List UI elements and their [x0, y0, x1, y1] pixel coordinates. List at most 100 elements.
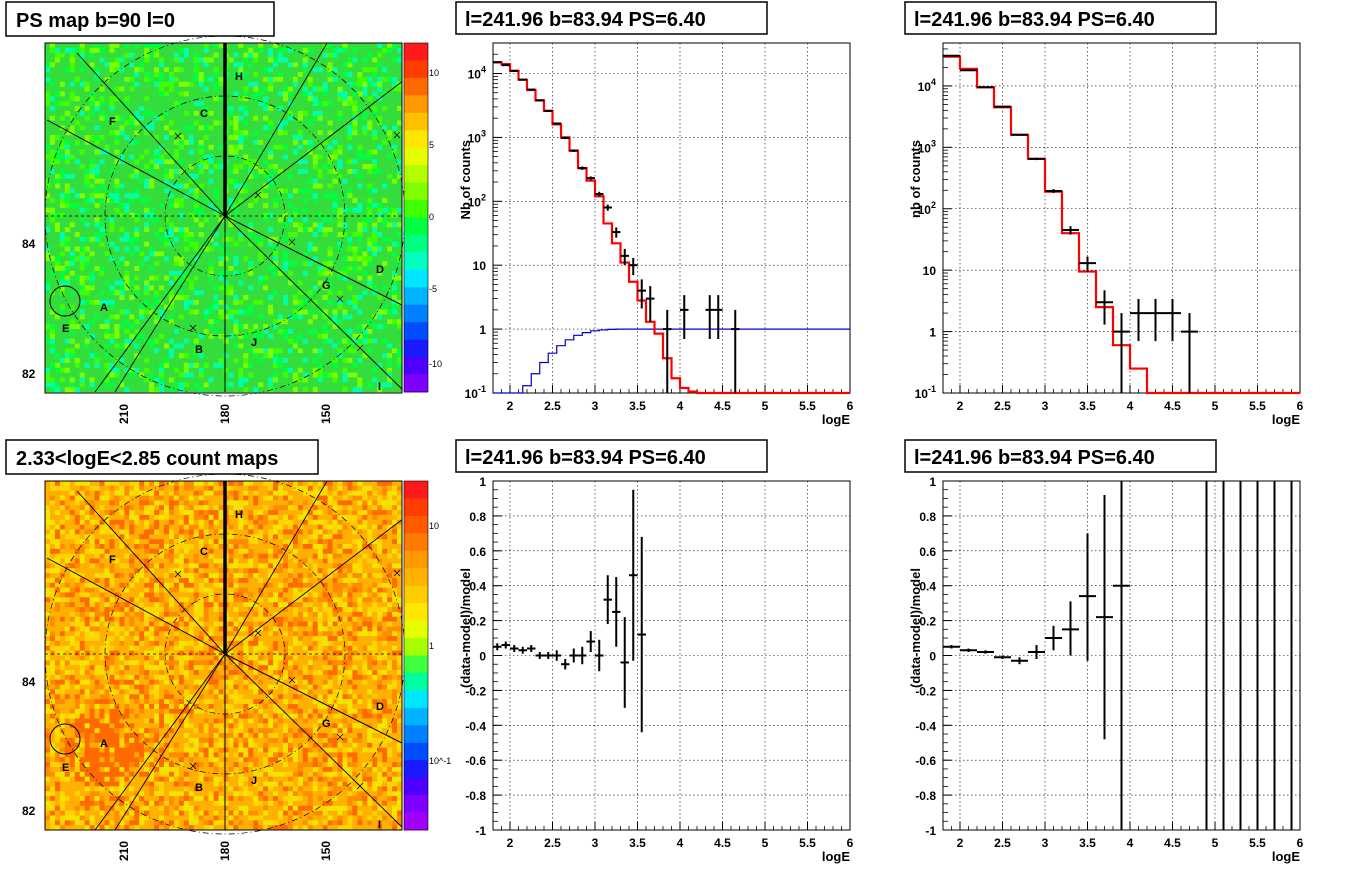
- ps-map-heat-cell: [248, 382, 254, 388]
- ps-map-heat-cell: [134, 193, 140, 199]
- ps-map-heat-cell: [312, 232, 319, 238]
- ps-map-heat-cell: [337, 319, 343, 325]
- ps-map-heat-cell: [79, 183, 85, 189]
- ps-map-heat-cell: [253, 202, 259, 209]
- ps-map-heat-cell: [203, 261, 209, 267]
- ps-map-heat-cell: [352, 324, 358, 330]
- ps-map-heat-cell: [178, 256, 185, 262]
- ps-map-heat-cell: [258, 222, 264, 228]
- ps-map-heat-cell: [332, 125, 338, 131]
- ps-map-heat-cell: [377, 193, 383, 199]
- ps-map-heat-cell: [183, 183, 190, 189]
- ps-map-heat-cell: [124, 125, 130, 131]
- ps-map-heat-cell: [263, 81, 269, 87]
- ps-map-heat-cell: [164, 178, 170, 184]
- ps-map-heat-cell: [362, 202, 368, 209]
- ps-map-heat-cell: [183, 139, 190, 146]
- ps-map-heat-cell: [178, 96, 185, 102]
- ps-map-heat-cell: [54, 101, 61, 107]
- ps-map-heat-cell: [173, 207, 180, 213]
- ps-map-heat-cell: [317, 280, 323, 286]
- ps-map-heat-cell: [258, 212, 264, 218]
- ps-map-heat-cell: [69, 387, 76, 393]
- ps-map-heat-cell: [337, 115, 343, 121]
- ps-map-heat-cell: [228, 169, 234, 175]
- ps-map-heat-cell: [307, 358, 314, 364]
- ps-map-heat-cell: [263, 251, 269, 257]
- ps-map-heat-cell: [159, 280, 165, 286]
- ps-map-heat-cell: [362, 76, 368, 83]
- ps-map-heat-cell: [362, 261, 368, 267]
- ps-map-heat-cell: [287, 290, 294, 296]
- ps-map-heat-cell: [104, 154, 110, 160]
- ps-map-heat-cell: [79, 222, 85, 228]
- ps-map-heat-cell: [164, 67, 170, 73]
- ps-map-heat-cell: [144, 261, 150, 267]
- ps-map-heat-cell: [292, 304, 299, 310]
- ps-map-heat-cell: [124, 382, 130, 388]
- ps-map-heat-cell: [317, 52, 323, 58]
- ps-map-heat-cell: [45, 270, 51, 276]
- ps-map-heat-cell: [129, 72, 135, 78]
- ps-map-heat-cell: [164, 265, 170, 272]
- ps-map-heat-cell: [322, 125, 328, 131]
- ps-map-heat-cell: [178, 304, 185, 310]
- ps-map-heat-cell: [54, 387, 61, 393]
- ps-map-heat-cell: [233, 358, 239, 364]
- ps-map-heat-cell: [178, 270, 185, 276]
- ps-map-heat-cell: [109, 207, 115, 213]
- ps-map-heat-cell: [188, 304, 195, 310]
- ps-map-heat-cell: [273, 246, 279, 252]
- ps-map-heat-cell: [45, 188, 51, 194]
- ps-map-heat-cell: [124, 67, 130, 73]
- ps-map-heat-cell: [173, 285, 180, 291]
- ps-map-heat-cell: [89, 81, 95, 87]
- ps-map-heat-cell: [139, 280, 145, 286]
- ps-map-heat-cell: [387, 135, 393, 141]
- ps-map-heat-cell: [129, 348, 135, 354]
- ps-map-heat-cell: [164, 106, 170, 112]
- ps-map-heat-cell: [114, 139, 120, 146]
- ps-map-heat-cell: [79, 207, 85, 213]
- ps-map-heat-cell: [193, 387, 200, 393]
- ps-map-heat-cell: [307, 183, 314, 189]
- ps-map-heat-cell: [317, 251, 323, 257]
- ps-map-heat-cell: [312, 275, 319, 281]
- ps-map-heat-cell: [322, 106, 328, 112]
- ps-map-heat-cell: [287, 232, 294, 238]
- ps-map-heat-cell: [134, 265, 140, 272]
- ps-map-heat-cell: [287, 178, 294, 184]
- ps-map-heat-cell: [223, 241, 229, 247]
- ps-map-heat-cell: [208, 115, 214, 121]
- ps-map-heat-cell: [337, 246, 343, 252]
- ps-map-heat-cell: [292, 96, 299, 102]
- ps-map-heat-cell: [317, 57, 323, 63]
- ps-map-heat-cell: [233, 314, 239, 320]
- ps-map-heat-cell: [342, 304, 348, 310]
- ps-map-heat-cell: [109, 101, 115, 107]
- ps-map-heat-cell: [263, 91, 269, 97]
- ps-map-heat-cell: [362, 270, 368, 276]
- ps-map-heat-cell: [134, 178, 140, 184]
- ps-map-heat-cell: [159, 193, 165, 199]
- ps-map-heat-cell: [139, 81, 145, 87]
- ps-map-heat-cell: [129, 57, 135, 63]
- ps-map-heat-cell: [223, 261, 229, 267]
- ps-map-heat-cell: [109, 43, 115, 49]
- ps-map-heat-cell: [377, 328, 383, 335]
- ps-map-heat-cell: [337, 169, 343, 175]
- ps-map-heat-cell: [322, 159, 328, 165]
- ps-map-heat-cell: [64, 222, 71, 228]
- ps-map-heat-cell: [253, 154, 259, 160]
- ps-map-heat-cell: [307, 96, 314, 102]
- ps-map-heat-cell: [312, 110, 319, 117]
- ps-map-heat-cell: [168, 96, 175, 102]
- ps-map-heat-cell: [332, 57, 338, 63]
- ps-map-heat-cell: [322, 86, 328, 92]
- ps-map-heat-cell: [263, 139, 269, 146]
- ps-map-heat-cell: [198, 86, 204, 92]
- ps-map-heat-cell: [173, 232, 180, 238]
- ps-map-heat-cell: [228, 96, 234, 102]
- ps-map-heat-cell: [248, 377, 254, 383]
- ps-map-heat-cell: [183, 135, 190, 141]
